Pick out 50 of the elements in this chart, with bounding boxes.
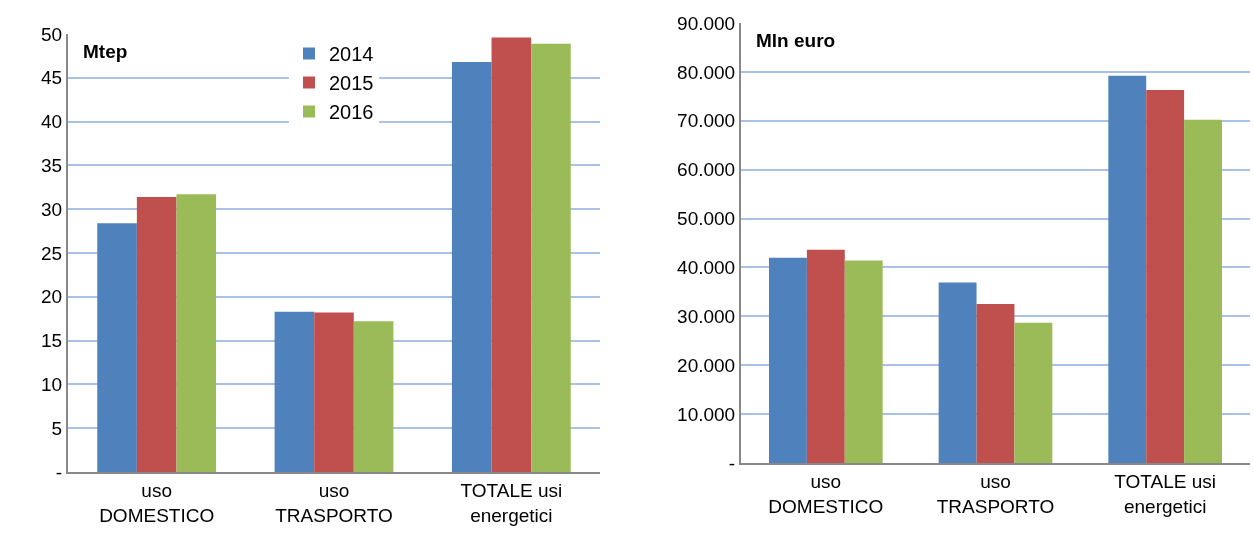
y-tick-label: 10.000 (677, 403, 736, 425)
bar (314, 312, 354, 472)
legend-label: 2014 (329, 43, 374, 66)
y-tick-label: - (728, 452, 736, 474)
bar (531, 43, 571, 472)
y-tick-label: 90.000 (677, 12, 736, 34)
x-tick-label: uso DOMESTICO (768, 470, 884, 517)
y-tick-label: 15 (41, 330, 63, 352)
bar (451, 62, 492, 472)
y-tick-label: 50.000 (677, 208, 736, 230)
bar (938, 282, 977, 463)
y-tick-label: 20.000 (677, 354, 736, 376)
bar (274, 311, 315, 472)
bar (844, 260, 883, 463)
y-tick-label: 80.000 (677, 61, 736, 83)
y-tick-label: 40 (41, 111, 63, 133)
x-tick-label: uso TRASPORTO (936, 470, 1055, 517)
y-tick-label: 45 (41, 67, 63, 89)
y-tick-label: 70.000 (677, 110, 736, 132)
y-tick-label: 40.000 (677, 257, 736, 279)
bar (176, 194, 217, 472)
y-tick-label: 10 (41, 374, 63, 396)
bar (1146, 89, 1185, 463)
y-tick-label: 30 (41, 198, 63, 220)
bar (1108, 75, 1147, 463)
legend-label: 2015 (329, 72, 374, 95)
bar (976, 304, 1015, 463)
y-tick-label: 5 (51, 417, 63, 439)
x-tick-label: uso TRASPORTO (275, 479, 393, 526)
x-tick-label: TOTALE usi energetici (460, 479, 563, 526)
bar (1184, 119, 1222, 463)
y-tick-label: 25 (41, 242, 63, 264)
x-tick-label: TOTALE usi energetici (1114, 470, 1217, 517)
y-tick-label: 35 (41, 155, 63, 177)
y-tick-label: 20 (41, 286, 63, 308)
y-tick-label: 50 (41, 23, 63, 45)
bar (97, 223, 137, 472)
y-tick-label: 30.000 (677, 305, 736, 327)
bar (806, 249, 845, 463)
bar (769, 257, 807, 463)
legend-label: 2016 (329, 101, 374, 124)
bar (1014, 322, 1053, 463)
bar (353, 321, 394, 472)
bar (491, 37, 532, 472)
annotation: Mln euro (756, 30, 836, 51)
x-tick-label: uso DOMESTICO (99, 479, 215, 526)
y-tick-label: - (55, 461, 63, 483)
y-tick-label: 60.000 (677, 159, 736, 181)
bar (136, 196, 177, 472)
annotation: Mtep (83, 41, 128, 62)
